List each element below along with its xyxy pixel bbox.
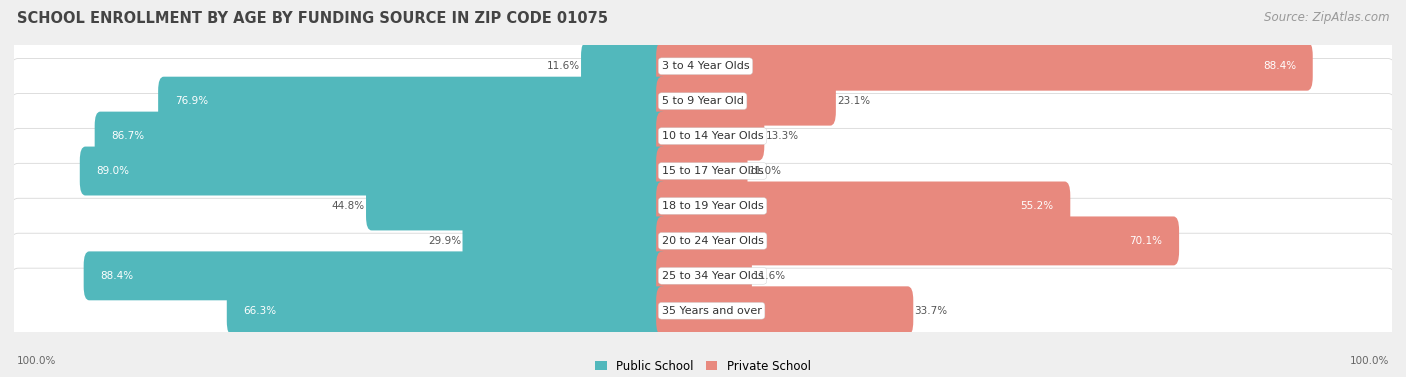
FancyBboxPatch shape (657, 112, 765, 161)
Text: 70.1%: 70.1% (1129, 236, 1163, 246)
FancyBboxPatch shape (657, 216, 1180, 265)
FancyBboxPatch shape (7, 24, 1399, 109)
Text: 11.0%: 11.0% (749, 166, 782, 176)
Text: 66.3%: 66.3% (243, 306, 277, 316)
Text: 23.1%: 23.1% (837, 96, 870, 106)
Text: 18 to 19 Year Olds: 18 to 19 Year Olds (662, 201, 763, 211)
FancyBboxPatch shape (157, 77, 668, 126)
Text: SCHOOL ENROLLMENT BY AGE BY FUNDING SOURCE IN ZIP CODE 01075: SCHOOL ENROLLMENT BY AGE BY FUNDING SOUR… (17, 11, 607, 26)
FancyBboxPatch shape (94, 112, 668, 161)
FancyBboxPatch shape (657, 287, 914, 335)
FancyBboxPatch shape (366, 181, 668, 230)
FancyBboxPatch shape (581, 42, 668, 90)
FancyBboxPatch shape (657, 181, 1070, 230)
Text: Source: ZipAtlas.com: Source: ZipAtlas.com (1264, 11, 1389, 24)
Text: 76.9%: 76.9% (174, 96, 208, 106)
Text: 100.0%: 100.0% (1350, 356, 1389, 366)
FancyBboxPatch shape (463, 216, 668, 265)
FancyBboxPatch shape (7, 163, 1399, 248)
FancyBboxPatch shape (7, 129, 1399, 214)
Text: 100.0%: 100.0% (17, 356, 56, 366)
Text: 13.3%: 13.3% (766, 131, 799, 141)
FancyBboxPatch shape (7, 58, 1399, 144)
Text: 11.6%: 11.6% (547, 61, 579, 71)
Text: 33.7%: 33.7% (915, 306, 948, 316)
Text: 11.6%: 11.6% (754, 271, 786, 281)
Text: 86.7%: 86.7% (111, 131, 145, 141)
Text: 88.4%: 88.4% (1263, 61, 1296, 71)
Text: 3 to 4 Year Olds: 3 to 4 Year Olds (662, 61, 749, 71)
Text: 15 to 17 Year Olds: 15 to 17 Year Olds (662, 166, 763, 176)
FancyBboxPatch shape (84, 251, 668, 300)
FancyBboxPatch shape (657, 251, 752, 300)
FancyBboxPatch shape (657, 77, 837, 126)
FancyBboxPatch shape (7, 198, 1399, 284)
Text: 55.2%: 55.2% (1021, 201, 1053, 211)
FancyBboxPatch shape (7, 233, 1399, 319)
Text: 10 to 14 Year Olds: 10 to 14 Year Olds (662, 131, 763, 141)
Legend: Public School, Private School: Public School, Private School (591, 355, 815, 377)
FancyBboxPatch shape (657, 42, 1313, 90)
Text: 44.8%: 44.8% (332, 201, 364, 211)
FancyBboxPatch shape (657, 147, 748, 196)
Text: 89.0%: 89.0% (97, 166, 129, 176)
FancyBboxPatch shape (7, 93, 1399, 179)
Text: 5 to 9 Year Old: 5 to 9 Year Old (662, 96, 744, 106)
Text: 20 to 24 Year Olds: 20 to 24 Year Olds (662, 236, 763, 246)
Text: 25 to 34 Year Olds: 25 to 34 Year Olds (662, 271, 763, 281)
FancyBboxPatch shape (226, 287, 668, 335)
FancyBboxPatch shape (80, 147, 668, 196)
FancyBboxPatch shape (7, 268, 1399, 353)
Text: 88.4%: 88.4% (100, 271, 134, 281)
Text: 29.9%: 29.9% (427, 236, 461, 246)
Text: 35 Years and over: 35 Years and over (662, 306, 762, 316)
